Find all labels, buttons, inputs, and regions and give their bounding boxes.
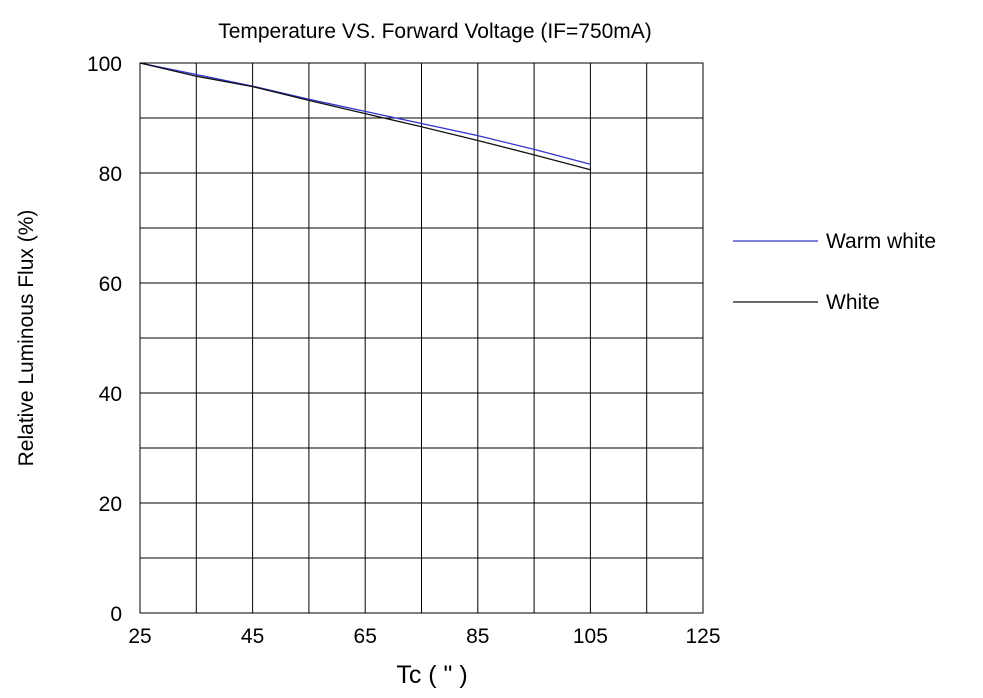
y-tick-label: 20 xyxy=(99,493,122,516)
grid xyxy=(139,62,704,614)
x-tick-label: 105 xyxy=(573,625,608,648)
x-tick-label: 65 xyxy=(354,625,377,648)
x-tick-label: 45 xyxy=(241,625,264,648)
y-tick-label: 40 xyxy=(99,383,122,406)
y-axis-label: Relative Luminous Flux (%) xyxy=(15,210,38,467)
y-tick-label: 100 xyxy=(87,53,122,76)
chart-title: Temperature VS. Forward Voltage (IF=750m… xyxy=(218,20,652,43)
legend: Warm white White xyxy=(733,230,936,314)
plot-frame xyxy=(139,62,704,614)
series-line-warm-white xyxy=(139,62,591,165)
x-tick-label: 125 xyxy=(685,625,720,648)
series-layer xyxy=(139,62,591,171)
x-tick-label: 25 xyxy=(128,625,151,648)
y-tick-label: 0 xyxy=(110,603,122,626)
legend-label: White xyxy=(826,291,880,314)
legend-label: Warm white xyxy=(826,230,936,253)
series-line-white xyxy=(139,62,591,171)
y-tick-label: 80 xyxy=(99,163,122,186)
y-tick-labels: 0 20 40 60 80 100 xyxy=(87,53,122,626)
x-tick-labels: 25 45 65 85 105 125 xyxy=(128,625,720,648)
x-tick-label: 85 xyxy=(466,625,489,648)
x-axis-label: Tc ( " ) xyxy=(396,661,467,689)
y-tick-label: 60 xyxy=(99,273,122,296)
